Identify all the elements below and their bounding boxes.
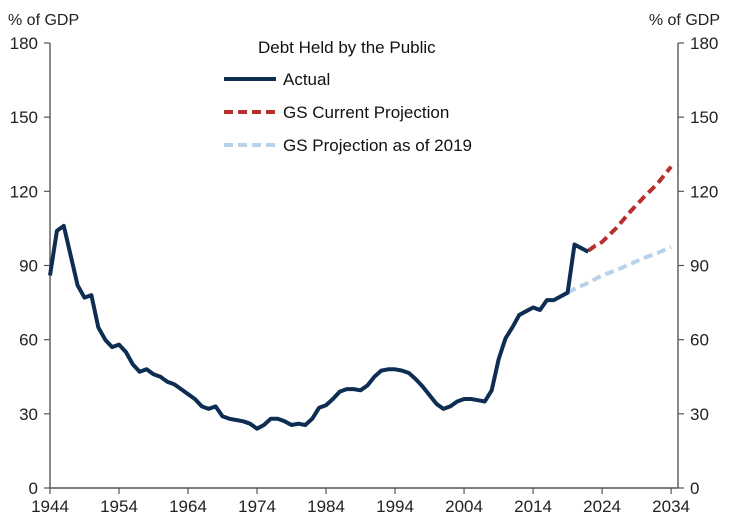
right-y-axis: 0 30 60 90 120 150 180 <box>678 34 718 498</box>
y-tick-label-right: 180 <box>690 34 718 53</box>
y-tick-label-right: 0 <box>690 479 699 498</box>
right-unit-label: % of GDP <box>649 12 720 29</box>
legend-label-gs-2019: GS Projection as of 2019 <box>283 136 472 155</box>
legend-label-gs-current: GS Current Projection <box>283 103 449 122</box>
x-tick-label: 1954 <box>100 497 138 516</box>
x-axis: 1944 1954 1964 1974 1984 1994 2004 2014 2024 2034 <box>31 488 690 516</box>
legend: Debt Held by the Public Actual GS Curren… <box>224 38 472 155</box>
series-layer <box>48 165 673 431</box>
x-tick-label: 1994 <box>376 497 414 516</box>
x-tick-label: 2014 <box>514 497 552 516</box>
y-tick-label-left: 60 <box>19 331 38 350</box>
y-tick-label-right: 30 <box>690 405 709 424</box>
y-tick-label-right: 120 <box>690 182 718 201</box>
series-line-gs-current-projection <box>587 165 673 253</box>
y-tick-label-right: 90 <box>690 257 709 276</box>
series-line-actual <box>48 223 590 431</box>
chart-title: Debt Held by the Public <box>258 38 436 57</box>
left-unit-label: % of GDP <box>8 12 79 29</box>
y-tick-label-left: 30 <box>19 405 38 424</box>
x-tick-label: 1984 <box>307 497 345 516</box>
series-line-gs-projection-2019 <box>566 245 672 295</box>
y-tick-label-left: 180 <box>10 34 38 53</box>
x-tick-label: 1944 <box>31 497 69 516</box>
x-tick-label: 2034 <box>652 497 690 516</box>
y-tick-label-left: 150 <box>10 108 38 127</box>
x-tick-label: 2024 <box>583 497 621 516</box>
x-tick-label: 1964 <box>169 497 207 516</box>
left-y-axis: 0 30 60 90 120 150 180 <box>10 34 50 498</box>
x-tick-label: 1974 <box>238 497 276 516</box>
x-tick-label: 2004 <box>445 497 483 516</box>
y-tick-label-left: 120 <box>10 182 38 201</box>
y-tick-label-left: 90 <box>19 257 38 276</box>
y-tick-label-right: 150 <box>690 108 718 127</box>
legend-label-actual: Actual <box>283 70 330 89</box>
y-tick-label-right: 60 <box>690 331 709 350</box>
y-tick-label-left: 0 <box>29 479 38 498</box>
